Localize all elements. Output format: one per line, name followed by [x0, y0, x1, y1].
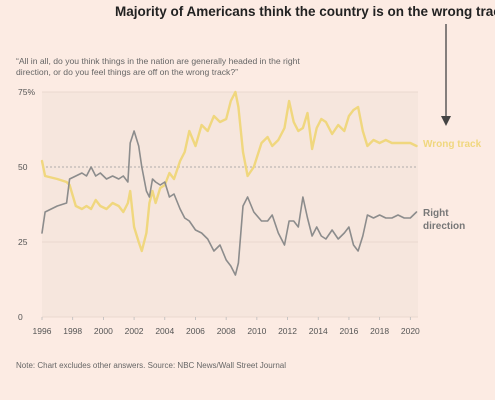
x-tick-label: 2008: [217, 326, 236, 336]
wrong-track-line: [40, 90, 418, 253]
x-tick-label: 2014: [309, 326, 328, 336]
series-lines: [40, 90, 418, 276]
y-tick-label: 50: [18, 162, 28, 172]
x-tick-label: 2016: [339, 326, 358, 336]
right-direction-label-line-1: Right: [423, 208, 449, 219]
grid-lines: [42, 91, 418, 318]
x-tick-label: 2012: [278, 326, 297, 336]
x-tick-label: 1996: [33, 326, 52, 336]
x-tick-label: 2006: [186, 326, 205, 336]
plot-background: [42, 92, 418, 317]
y-tick-label: 0: [18, 312, 23, 322]
x-tick-label: 2018: [370, 326, 389, 336]
x-tick-label: 2000: [94, 326, 113, 336]
x-tick-label: 2004: [155, 326, 174, 336]
survey-question: “All in all, do you think things in the …: [16, 56, 300, 77]
source-note: Note: Chart excludes other answers. Sour…: [16, 361, 287, 370]
x-tick-label: 2020: [401, 326, 420, 336]
right-direction-label-line-2: direction: [423, 221, 466, 232]
wrong-track-label: Wrong track: [423, 139, 482, 150]
y-tick-label: 75%: [18, 87, 35, 97]
x-tick-label: 1998: [63, 326, 82, 336]
y-axis-ticks: 75% 50 25 0: [18, 87, 35, 322]
y-tick-label: 25: [18, 237, 28, 247]
right-direction-line: [41, 130, 418, 276]
right-direction-label: Right direction: [423, 207, 465, 233]
x-axis-ticks: 1996 1998 2000 2002 2004 2006 2008 2010 2012 2014…: [33, 317, 420, 336]
x-tick-label: 2002: [125, 326, 144, 336]
chart-headline: Majority of Americans think the country …: [115, 4, 495, 19]
x-tick-label: 2010: [247, 326, 266, 336]
down-arrow-icon: [441, 24, 451, 126]
